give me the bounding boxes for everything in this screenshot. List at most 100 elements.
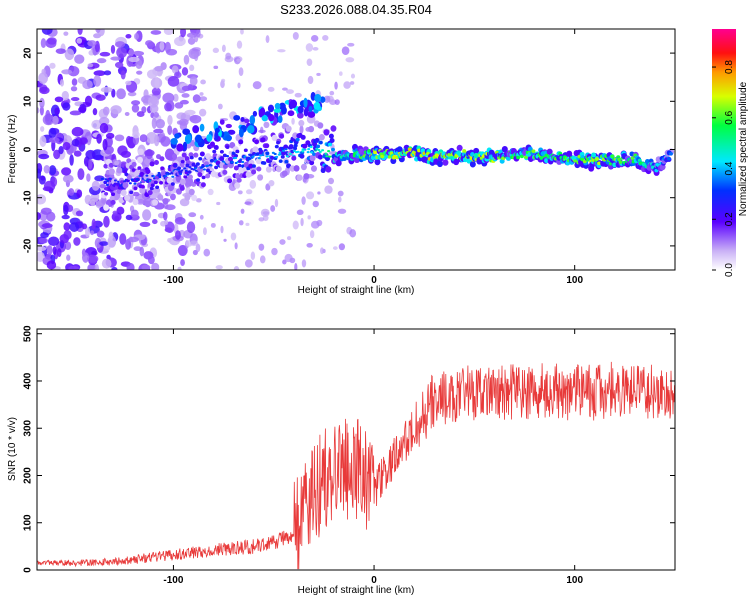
spectrogram-cell [456, 144, 463, 152]
spectrogram-cell [229, 142, 236, 149]
colorbar-tick-label: 0.0 [724, 263, 735, 277]
spectrogram-cell [202, 227, 207, 236]
spectrogram-cell [99, 184, 107, 189]
spectrogram-cell [135, 178, 139, 181]
spectrogram-cell [308, 125, 315, 133]
spectrogram-cell [199, 151, 205, 157]
spectrogram-cell [303, 108, 309, 117]
spectrogram-cell [116, 88, 126, 100]
spectrogram-cell [104, 192, 109, 196]
spectrogram-cell [100, 86, 113, 93]
spectrogram-cell [252, 146, 259, 153]
spectrogram-cell [345, 57, 355, 63]
spectrogram-cell [125, 238, 132, 250]
spectrogram-cell [81, 223, 88, 230]
spectrogram-cell [68, 265, 80, 270]
spectrogram-cell [177, 166, 182, 171]
spectrogram-cell [303, 148, 307, 151]
spectrogram-cell [38, 175, 46, 185]
spectrogram-cell [299, 153, 305, 159]
spectrogram-cell [157, 171, 161, 175]
spectrogram-cell [286, 236, 292, 241]
spectrogram-cell [62, 174, 74, 184]
spectrogram-cell [337, 208, 347, 214]
spectrogram-cell [103, 204, 110, 211]
spectrogram-cell [289, 99, 298, 109]
spectrogram-cell [108, 231, 114, 241]
snr-panel: -100 0 100 0 100 200 300 400 500 Height of stra… [7, 325, 676, 596]
spectrogram-cell [150, 183, 155, 188]
spectrogram-cell [225, 134, 233, 142]
spectrogram-cell [240, 29, 244, 35]
spectrogram-cell [310, 220, 320, 229]
spectrogram-cell [136, 111, 145, 118]
spectrogram-cell [145, 169, 151, 175]
spectrogram-cell [301, 259, 307, 268]
spectrogram-cell [151, 117, 157, 129]
spectrogram-cell [93, 75, 102, 87]
spectrogram-cell [94, 237, 102, 249]
spectrogram-cell [124, 194, 131, 202]
spectrogram-cell [279, 239, 286, 245]
spectrogram-cell [473, 147, 480, 155]
spectrogram-cell [186, 32, 198, 38]
spectrogram-cell [96, 133, 102, 144]
spectrogram-cell [302, 143, 308, 149]
spectrogram-cell [147, 255, 155, 265]
spectrogram-cell [193, 167, 197, 170]
spectrogram-cell [145, 40, 154, 47]
spectrogram-cell [61, 69, 73, 75]
spectrogram-cell [201, 175, 206, 180]
spectrogram-cell [76, 189, 83, 198]
spectrogram-cell [141, 106, 147, 114]
spectrogram-cell [174, 217, 186, 225]
spectrogram-cell [519, 154, 524, 159]
spectrogram-cell [55, 48, 66, 54]
spectrogram-cell [251, 164, 256, 168]
spectrogram-cell [191, 47, 201, 52]
spectrogram-cell [350, 73, 356, 79]
spectrogram-cell [271, 134, 278, 142]
spectrogram-cell [162, 92, 175, 104]
spectrogram-cell [110, 105, 122, 115]
spectrogram-cell [159, 156, 165, 162]
spectrogram-cell [179, 99, 189, 105]
spectrogram-cell [257, 157, 261, 160]
spectrogram-cell [171, 153, 177, 159]
spectrogram-cell [90, 230, 95, 236]
spectrogram-cell [527, 146, 533, 152]
spectrogram-cell [63, 204, 69, 216]
spectrogram-cell [108, 168, 115, 175]
spectrogram-cell [40, 232, 49, 239]
spectrogram-cell [309, 145, 313, 149]
spectrogram-cell [179, 178, 186, 186]
spectrogram-cell [146, 131, 158, 144]
spectrogram-cell [93, 70, 106, 77]
spectrogram-cell [89, 199, 96, 207]
spectrogram-cell [202, 168, 206, 171]
spectrogram-cell [39, 135, 47, 147]
spectrogram-cell [225, 145, 230, 149]
spectrogram-cell [312, 141, 318, 147]
spectrogram-cell [221, 44, 226, 53]
spectrogram-cell [145, 174, 149, 177]
spectrogram-cell [285, 155, 289, 158]
spectrogram-cell [147, 190, 153, 196]
spectrogram-cell [69, 154, 74, 166]
spectrogram-cell [265, 155, 269, 158]
spectrogram-cell [244, 259, 253, 268]
spectrogram-cell [280, 155, 285, 159]
spectrogram-cell [250, 251, 256, 260]
spectrogram-cell [259, 107, 266, 116]
spectrogram-cell [177, 244, 188, 257]
spectrogram-cell [210, 222, 216, 228]
spectrogram-cell [258, 217, 265, 222]
spectrogram-cell [203, 248, 211, 257]
spectrogram-cell [238, 128, 244, 138]
spectrogram-cell [273, 108, 282, 113]
spectrogram-cell [37, 194, 47, 205]
spectrogram-cell [125, 34, 132, 39]
spectrogram-cell [99, 51, 111, 57]
spectrogram-cell [195, 243, 201, 253]
spectrogram-cell [316, 72, 321, 77]
